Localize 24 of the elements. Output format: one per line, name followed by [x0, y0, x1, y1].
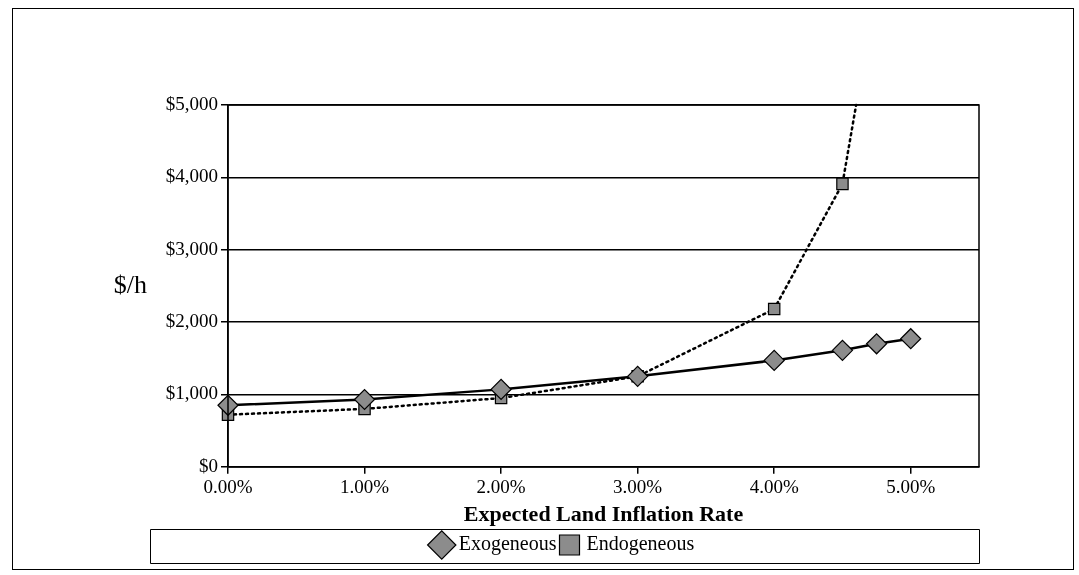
y-tick-label: $4,000 [165, 165, 218, 187]
x-tick-label: 0.00% [203, 476, 253, 498]
point [836, 177, 849, 191]
point [831, 339, 854, 361]
y-tick-label: $3,000 [165, 237, 218, 259]
x-tick-label: 2.00% [476, 476, 526, 498]
legend-label: Exogeneous [458, 532, 557, 556]
y-tick-label: $2,000 [165, 310, 218, 332]
y-axis-title: $/h [113, 269, 147, 299]
legend-label: Endogeneous [586, 532, 695, 556]
point [490, 378, 512, 400]
y-tick-label: $0 [199, 454, 218, 476]
x-tick-label: 4.00% [749, 476, 799, 498]
point [900, 328, 922, 350]
point [865, 333, 888, 355]
y-tick-label: $1,000 [165, 382, 218, 404]
point [353, 388, 376, 411]
x-axis-title: Expected Land Inflation Rate [463, 501, 744, 527]
x-tick-label: 3.00% [613, 476, 663, 498]
x-tick-label: 5.00% [886, 476, 936, 498]
x-tick-label: 1.00% [340, 476, 390, 498]
y-tick-label: $5,000 [165, 92, 218, 114]
point [763, 349, 785, 372]
point [767, 302, 781, 316]
